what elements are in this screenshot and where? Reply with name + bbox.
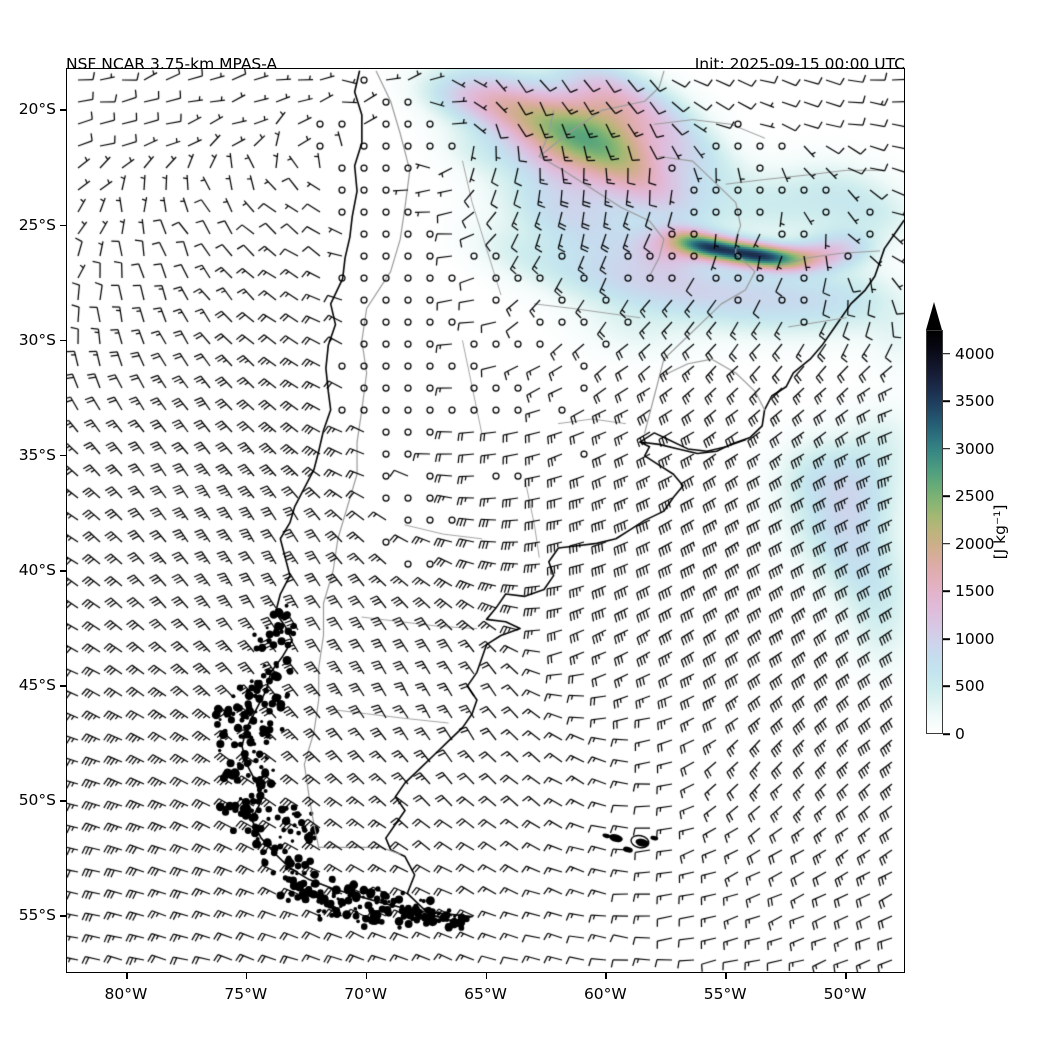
x-axis-tick-mark <box>245 973 248 979</box>
colorbar-tick-label: 2000 <box>955 534 995 553</box>
colorbar-unit-label: [J kg⁻¹] <box>991 504 1009 560</box>
colorbar-tick-mark <box>943 448 950 450</box>
y-axis-tick-label: 50°S <box>18 791 56 810</box>
y-axis-tick-mark <box>60 109 66 112</box>
x-axis-tick-label: 50°W <box>823 985 867 1003</box>
colorbar-tick-mark <box>943 543 950 545</box>
colorbar-tick-mark <box>943 733 950 735</box>
y-axis-tick-mark <box>60 915 66 918</box>
colorbar-gradient-bar <box>926 330 943 734</box>
map-canvas-container <box>67 69 904 972</box>
x-axis-tick-label: 75°W <box>224 985 268 1003</box>
y-axis-tick-mark <box>60 339 66 342</box>
colorbar-tick-label: 3500 <box>955 392 995 411</box>
colorbar-extend-max-arrow <box>926 302 942 330</box>
colorbar-tick-mark <box>943 400 950 403</box>
colorbar-gradient <box>926 330 943 734</box>
y-axis-tick-label: 45°S <box>18 676 56 695</box>
colorbar-tick-label: 2500 <box>955 487 995 506</box>
x-axis-tick-label: 65°W <box>464 985 507 1003</box>
y-axis-tick-label: 40°S <box>18 561 56 579</box>
wind-barb-layer <box>67 69 904 972</box>
x-axis-tick-mark <box>125 973 128 979</box>
y-axis-tick-mark <box>60 454 66 457</box>
colorbar-tick-label: 0 <box>955 725 965 743</box>
y-axis-tick-mark <box>60 224 66 227</box>
y-axis-tick-label: 25°S <box>18 215 56 234</box>
x-axis-tick-label: 55°W <box>703 985 747 1003</box>
y-axis-tick-mark <box>60 800 66 802</box>
colorbar-tick-label: 3000 <box>955 439 995 458</box>
y-axis-tick-label: 55°S <box>18 906 56 925</box>
map-axes[interactable] <box>66 68 905 973</box>
colorbar-tick-mark <box>943 638 950 640</box>
colorbar-tick-label: 4000 <box>955 344 995 363</box>
colorbar[interactable]: 0 500 1000 1500 2000 2500 3000 3500 4000 [J kg⁻¹… <box>922 296 1048 766</box>
x-axis-tick-mark <box>845 973 847 979</box>
colorbar-tick-label: 1500 <box>955 582 995 601</box>
colorbar-tick-mark <box>943 495 950 498</box>
y-axis-tick-mark <box>60 685 66 687</box>
x-axis-tick-mark <box>725 973 727 979</box>
colorbar-tick-mark <box>943 590 950 593</box>
colorbar-extend-min-arrow <box>926 734 942 762</box>
colorbar-tick-mark <box>943 685 950 688</box>
y-axis-tick-label: 20°S <box>18 100 56 119</box>
y-axis-tick-label: 35°S <box>18 445 56 464</box>
y-axis-tick-mark <box>60 570 66 572</box>
x-axis-tick-mark <box>365 973 368 979</box>
x-axis-tick-label: 70°W <box>344 985 388 1003</box>
x-axis-tick-mark <box>485 973 488 979</box>
y-axis-tick-label: 30°S <box>18 330 56 349</box>
colorbar-tick-label: 1000 <box>955 629 995 648</box>
colorbar-tick-label: 500 <box>955 677 985 696</box>
x-axis-tick-label: 80°W <box>104 985 148 1003</box>
x-axis-tick-label: 60°W <box>583 985 627 1003</box>
colorbar-tick-mark <box>943 352 950 355</box>
x-axis-tick-mark <box>605 973 607 979</box>
